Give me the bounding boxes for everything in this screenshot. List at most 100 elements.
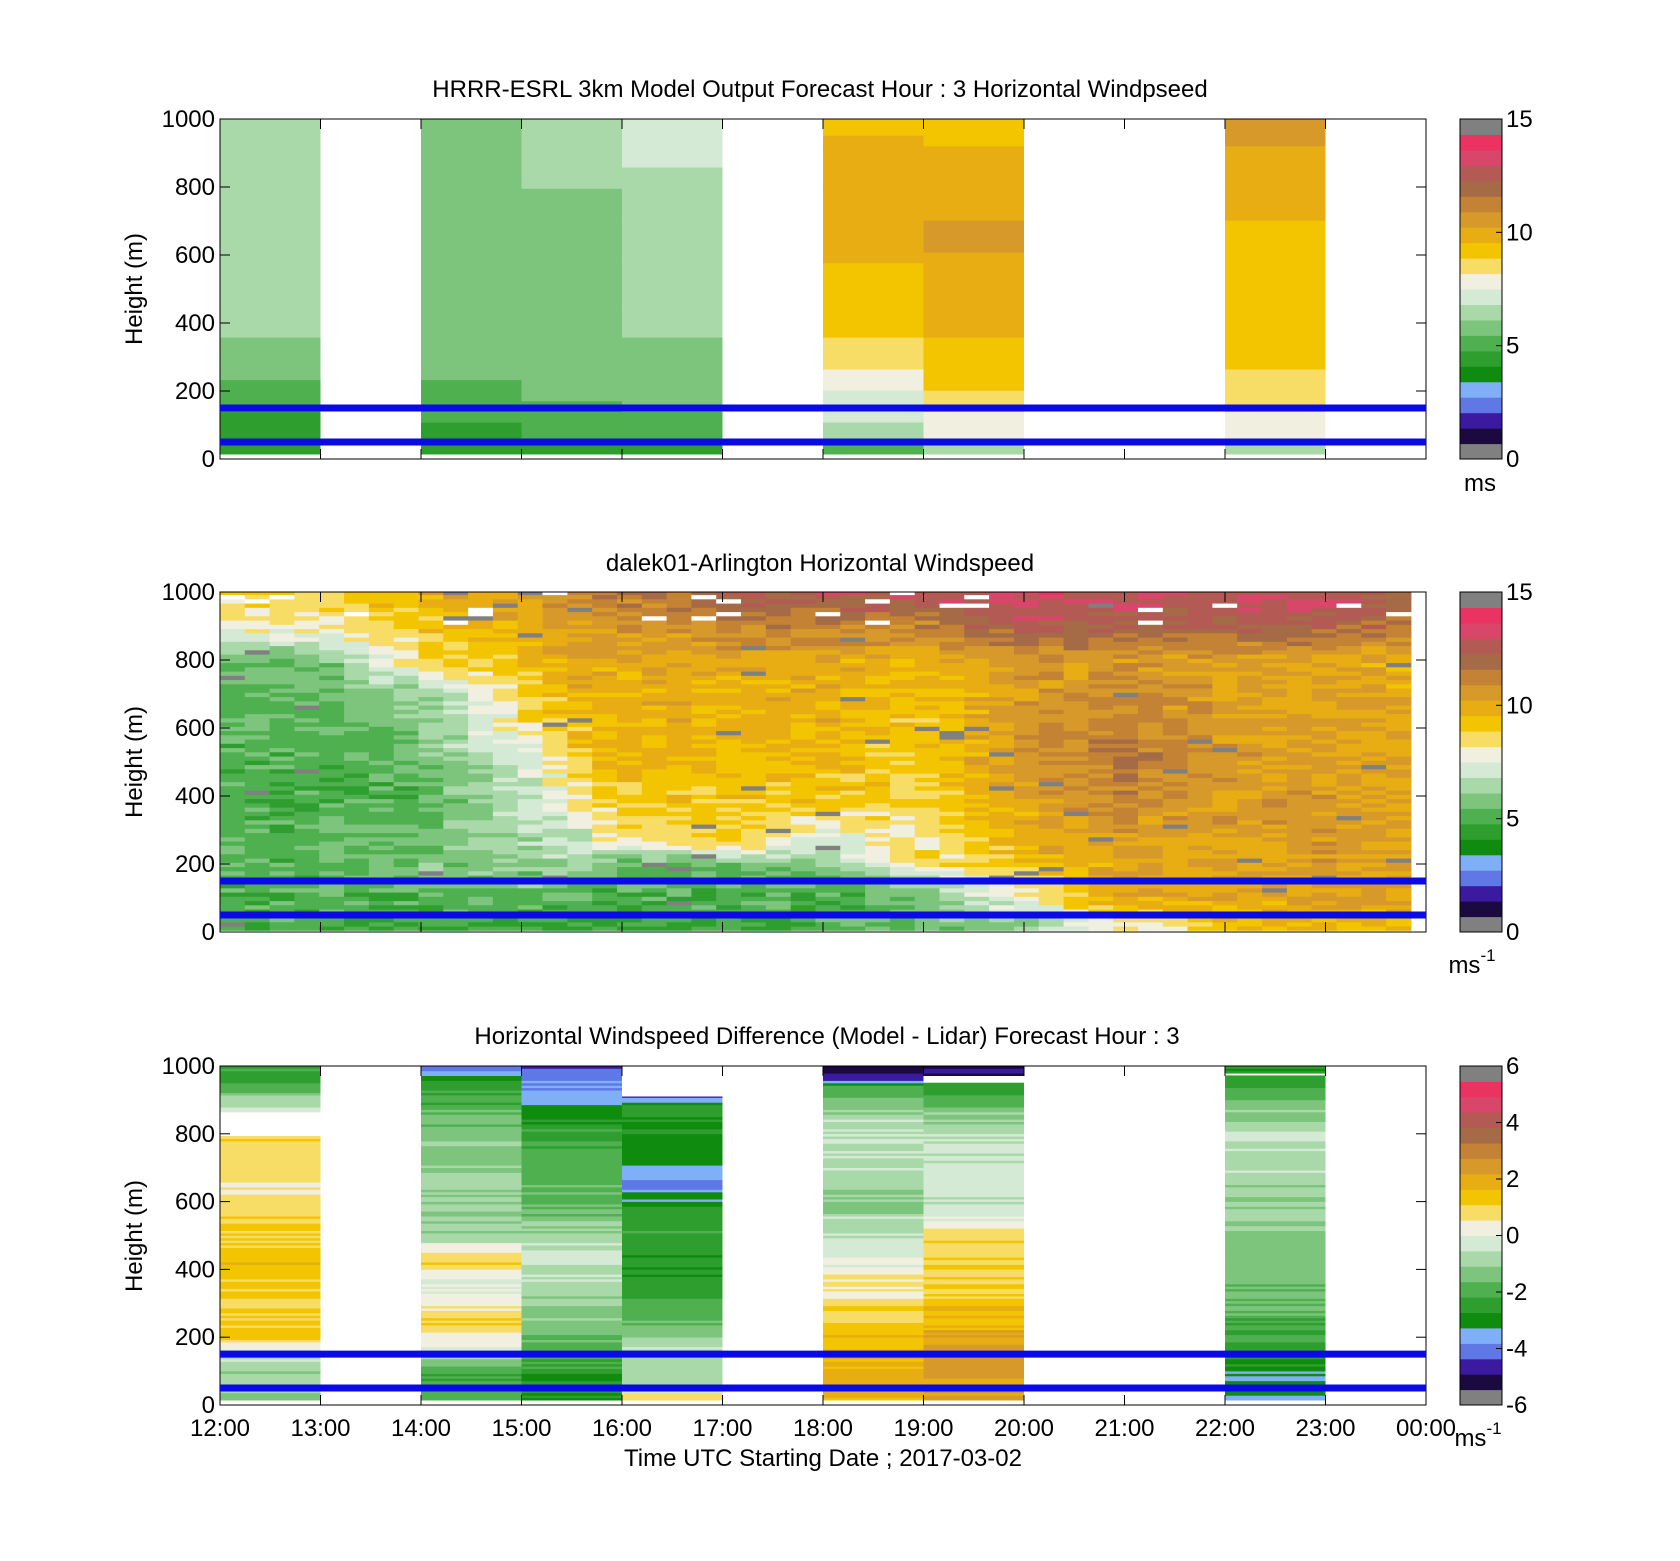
heatmap-cell [716,654,742,659]
heatmap-cell [823,1198,924,1202]
heatmap-cell [521,1211,622,1214]
heatmap-cell [492,768,519,774]
heatmap-cell [220,896,246,902]
heatmap-cell [244,781,271,787]
heatmap-cell [368,866,395,872]
heatmap-cell [716,849,742,855]
heatmap-cell [521,1358,622,1362]
heatmap-cell [542,649,568,655]
heatmap-cell [592,756,618,761]
heatmap-cell [220,1203,321,1207]
heatmap-cell [889,764,916,770]
heatmap-cell [790,892,816,897]
heatmap-cell [840,849,866,855]
heatmap-cell [443,705,469,710]
heatmap-cell [939,870,965,876]
heatmap-cell [521,1116,622,1120]
heatmap-cell [641,641,668,647]
heatmap-cell [964,866,990,872]
heatmap-cell [468,824,494,829]
heatmap-cell [468,641,494,647]
panel-model-colorbar-unit: ms [1464,470,1496,497]
heatmap-cell [840,896,866,902]
colorbar-frame [1459,118,1503,460]
heatmap-cell [765,645,792,651]
heatmap-cell [418,705,444,710]
heatmap-cell [244,628,271,634]
heatmap-cell [666,773,692,778]
heatmap-cell [716,730,742,736]
heatmap-cell [865,645,891,651]
heatmap-cell [443,926,469,931]
heatmap-cell [319,777,345,783]
heatmap-cell [923,1189,1024,1193]
heatmap-cell [319,760,345,766]
heatmap-cell [521,294,622,306]
heatmap-cell [823,1099,924,1103]
heatmap-cell [521,1104,622,1108]
heatmap-cell [1138,598,1164,604]
heatmap-cell [691,811,717,817]
heatmap-cell [1286,909,1313,914]
heatmap-cell [1014,811,1040,817]
heatmap-cell [517,675,543,681]
heatmap-cell [294,641,320,647]
heatmap-cell [840,845,866,851]
heatmap-cell [622,1242,723,1246]
heatmap-cell [393,858,419,863]
heatmap-cell [244,645,271,651]
heatmap-cell [521,119,622,126]
heatmap-cell [220,1320,321,1323]
heatmap-cell [989,730,1015,736]
heatmap-cell [220,1392,321,1396]
heatmap-cell [1361,632,1387,638]
heatmap-cell [741,679,767,685]
heatmap-cell [666,632,692,638]
heatmap-cell [319,683,345,689]
heatmap-cell [269,802,295,808]
heatmap-cell [923,1392,1024,1396]
heatmap-cell [1262,862,1288,868]
heatmap-cell [1014,832,1040,838]
heatmap-cell [592,815,618,821]
heatmap-cell [244,790,271,795]
heatmap-cell [421,252,522,264]
heatmap-cell [617,819,643,825]
heatmap-cell [521,1228,622,1231]
heatmap-cell [889,611,916,617]
heatmap-cell [939,887,965,893]
heatmap-cell [368,624,395,630]
heatmap-cell [269,734,295,740]
heatmap-cell [1212,611,1238,617]
heatmap-cell [914,794,940,800]
heatmap-cell [1162,790,1189,795]
heatmap-cell [319,739,345,744]
heatmap-cell [421,283,522,296]
heatmap-cell [815,819,841,825]
heatmap-cell [1088,688,1114,693]
heatmap-cell [1014,679,1040,685]
heatmap-cell [1212,909,1238,914]
heatmap-cell [592,717,618,723]
heatmap-cell [421,1184,522,1188]
heatmap-cell [421,198,522,211]
heatmap-cell [269,671,295,676]
heatmap-cell [368,734,395,740]
heatmap-cell [294,828,320,834]
heatmap-cell [294,768,320,774]
heatmap-cell [1063,688,1089,693]
heatmap-cell [1014,637,1040,642]
heatmap-cell [1225,124,1326,136]
heatmap-cell [492,603,519,608]
heatmap-cell [220,1191,321,1195]
heatmap-cell [1212,790,1238,795]
heatmap-cell [666,768,692,774]
heatmap-cell [815,904,841,910]
heatmap-cell [492,692,519,698]
heatmap-cell [815,845,841,851]
heatmap-cell [220,1143,321,1147]
heatmap-cell [1237,696,1263,702]
heatmap-cell [220,790,246,795]
heatmap-cell [923,1310,1024,1314]
heatmap-cell [220,841,246,846]
